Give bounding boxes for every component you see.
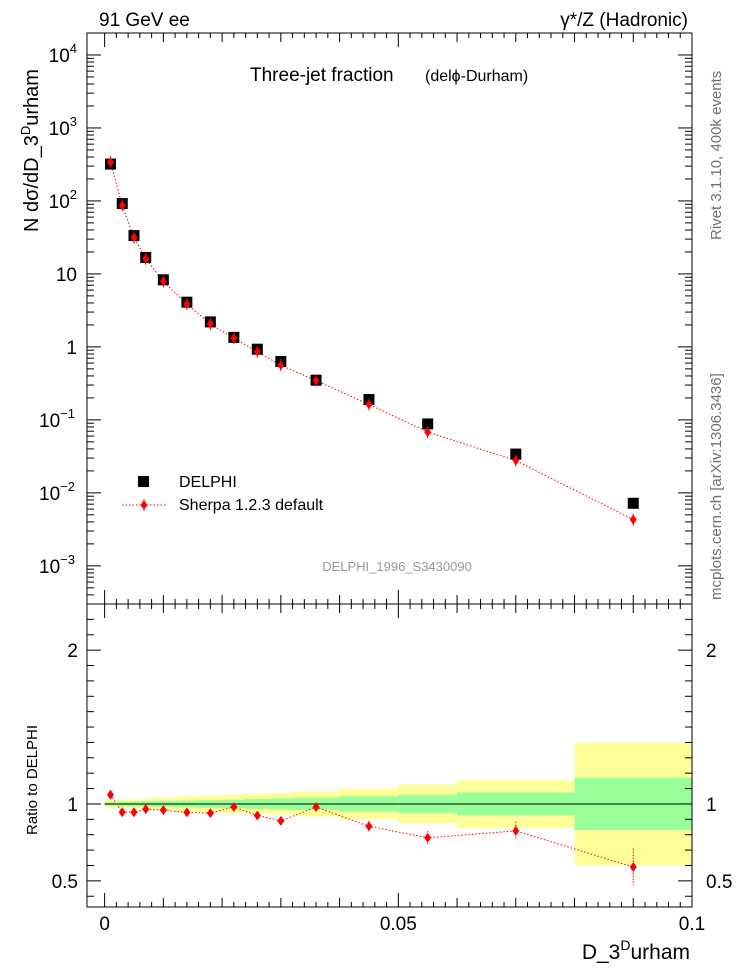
main-ytick-label: 10 bbox=[56, 265, 77, 286]
sherpa-point bbox=[424, 427, 432, 438]
sherpa-point bbox=[230, 333, 238, 344]
ratio-point bbox=[206, 808, 214, 819]
main-ytick-label: 10−1 bbox=[39, 406, 75, 432]
ratio-bands-layer bbox=[104, 742, 692, 866]
watermark: DELPHI_1996_S3430090 bbox=[322, 559, 472, 574]
ratio-ytick-label: 0.5 bbox=[52, 872, 78, 893]
ratio-axes: 0.5 0.5 1 1 2 2 0 0.05 0.1 bbox=[52, 603, 732, 935]
delphi-point bbox=[422, 418, 434, 430]
ratio-point bbox=[277, 815, 285, 826]
ratio-point bbox=[130, 807, 138, 818]
ratio-point bbox=[106, 789, 114, 800]
sherpa-point bbox=[142, 253, 150, 264]
sherpa-point bbox=[512, 455, 520, 466]
legend: DELPHI Sherpa 1.2.3 default bbox=[122, 474, 324, 514]
legend-marker-sherpa bbox=[140, 500, 148, 510]
ratio-ytick-label-right: 2 bbox=[706, 641, 717, 662]
sherpa-point bbox=[206, 318, 214, 329]
main-data-layer bbox=[104, 156, 639, 526]
xtick-label: 0.1 bbox=[679, 914, 705, 935]
ratio-point bbox=[230, 802, 238, 813]
main-ytick-label: 10−3 bbox=[39, 552, 75, 578]
sherpa-line bbox=[110, 161, 634, 521]
main-ylabel: N dσ/dD_3Durham bbox=[18, 69, 43, 232]
ratio-ytick-label-right: 1 bbox=[706, 795, 717, 816]
xtick-label: 0.05 bbox=[380, 914, 417, 935]
rivet-label: Rivet 3.1.10, 400k events bbox=[708, 71, 725, 240]
legend-label-sherpa: Sherpa 1.2.3 default bbox=[179, 497, 324, 514]
ratio-ylabel: Ratio to DELPHI bbox=[24, 725, 41, 835]
sherpa-point bbox=[365, 399, 373, 410]
ratio-frame bbox=[86, 603, 693, 908]
sherpa-point bbox=[118, 200, 126, 211]
mcplots-label: mcplots.cern.ch [arXiv:1306.3436] bbox=[708, 373, 725, 600]
ratio-ytick-label: 2 bbox=[67, 641, 78, 662]
ratio-point bbox=[183, 807, 191, 818]
ratio-ytick-label: 1 bbox=[67, 795, 78, 816]
main-ytick-label: 104 bbox=[49, 41, 77, 67]
main-subtitle: (delϕ-Durham) bbox=[425, 68, 528, 85]
sherpa-point bbox=[253, 346, 261, 357]
svg-text:N dσ/dD_3Durham: N dσ/dD_3Durham bbox=[18, 69, 43, 232]
sherpa-point bbox=[130, 232, 138, 243]
main-ytick-label: 102 bbox=[49, 187, 77, 213]
ratio-point bbox=[312, 802, 320, 813]
svg-text:D_3Durham: D_3Durham bbox=[582, 937, 690, 964]
main-title: Three-jet fraction bbox=[250, 65, 394, 86]
legend-marker-delphi bbox=[138, 476, 149, 487]
sherpa-point bbox=[183, 299, 191, 310]
ratio-point bbox=[159, 805, 167, 816]
channel-label: γ*/Z (Hadronic) bbox=[560, 10, 688, 31]
process-label: 91 GeV ee bbox=[99, 10, 190, 31]
sherpa-point bbox=[312, 375, 320, 386]
delphi-point bbox=[510, 448, 522, 460]
ratio-point bbox=[424, 832, 432, 843]
ratio-point bbox=[365, 821, 373, 832]
legend-label-delphi: DELPHI bbox=[179, 474, 237, 491]
main-ytick-label: 1 bbox=[66, 338, 77, 359]
ratio-point bbox=[253, 810, 261, 821]
x-axis-label: D_3Durham bbox=[582, 937, 690, 964]
main-frame bbox=[86, 32, 693, 605]
xtick-label: 0 bbox=[99, 914, 110, 935]
sherpa-point bbox=[277, 360, 285, 371]
ratio-point bbox=[118, 807, 126, 818]
sherpa-point bbox=[106, 157, 114, 168]
ratio-point bbox=[629, 862, 637, 873]
delphi-point bbox=[627, 497, 639, 509]
ratio-data-layer bbox=[106, 789, 637, 886]
ratio-point bbox=[142, 804, 150, 815]
ratio-panel: 0.5 0.5 1 1 2 2 0 0.05 0.1 Ratio to DELPHI bbox=[24, 603, 732, 935]
ratio-ytick-label-right: 0.5 bbox=[706, 872, 732, 893]
sherpa-point bbox=[629, 514, 637, 525]
ratio-point bbox=[512, 825, 520, 836]
main-ytick-label: 10−2 bbox=[39, 479, 75, 505]
main-ytick-label: 103 bbox=[49, 114, 77, 140]
sherpa-point bbox=[159, 276, 167, 287]
